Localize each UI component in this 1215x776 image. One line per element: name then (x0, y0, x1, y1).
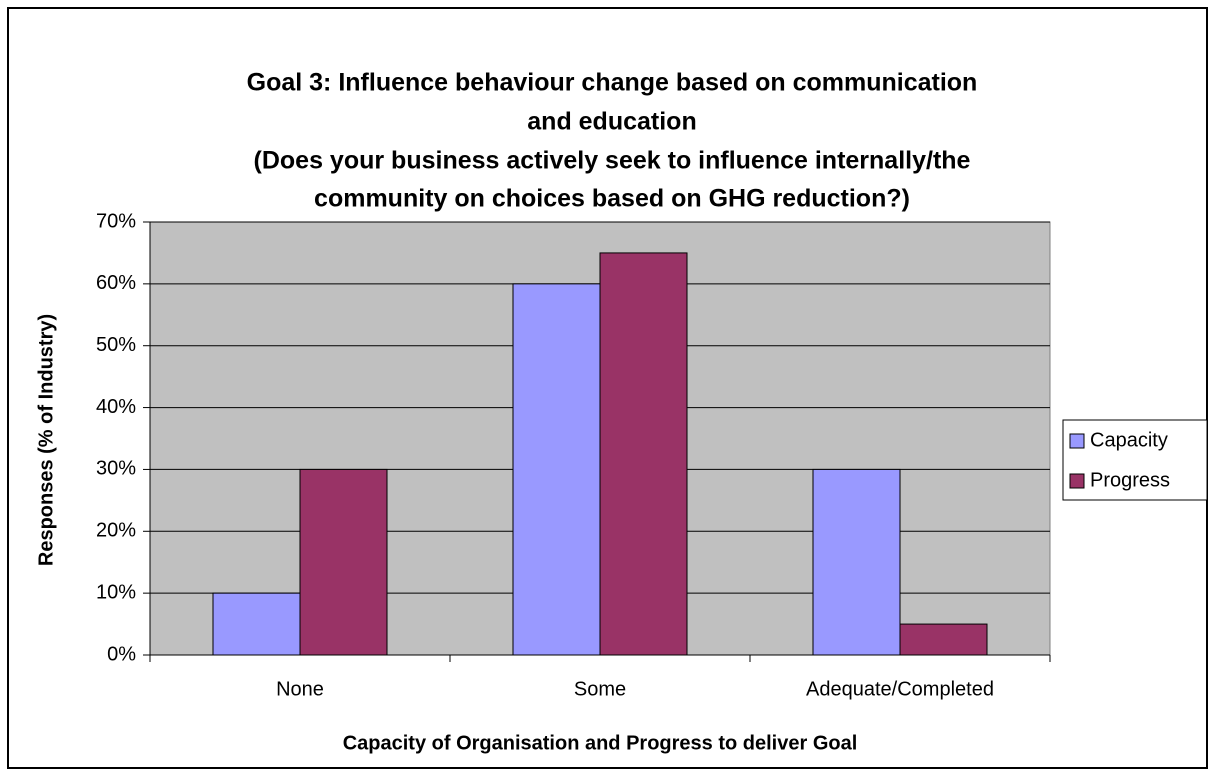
y-tick-label: 20% (96, 520, 136, 542)
y-tick-label: 70% (96, 210, 136, 232)
bar (599, 252, 688, 656)
chart-title: Goal 3: Influence behaviour change based… (247, 69, 978, 97)
bar (212, 592, 301, 656)
legend-label: Capacity (1090, 429, 1168, 451)
bar (299, 468, 388, 656)
legend-label: Progress (1090, 469, 1170, 491)
y-axis-label: Responses (% of Industry) (35, 314, 57, 566)
bar (899, 623, 988, 656)
x-tick-label: Some (574, 678, 626, 700)
x-tick-label: Adequate/Completed (806, 678, 994, 700)
x-tick-label: None (276, 678, 324, 700)
legend-swatch (1069, 433, 1085, 449)
legend (1062, 419, 1208, 501)
y-tick-label: 10% (96, 581, 136, 603)
y-tick-label: 60% (96, 272, 136, 294)
bar (512, 283, 601, 656)
y-tick-label: 50% (96, 334, 136, 356)
bar (812, 468, 901, 656)
y-tick-label: 0% (107, 643, 136, 665)
chart-subtitle: community on choices based on GHG reduct… (314, 185, 910, 213)
y-tick-label: 40% (96, 396, 136, 418)
chart-subtitle: (Does your business actively seek to inf… (254, 147, 971, 175)
y-tick-label: 30% (96, 458, 136, 480)
legend-swatch (1069, 473, 1085, 489)
chart-title: and education (527, 108, 696, 136)
x-axis-label: Capacity of Organisation and Progress to… (343, 732, 858, 754)
